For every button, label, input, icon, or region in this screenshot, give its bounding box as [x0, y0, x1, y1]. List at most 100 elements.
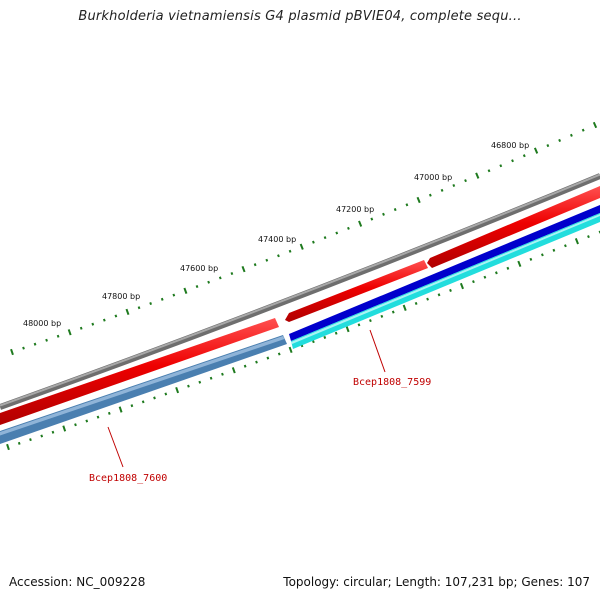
minor-tick	[581, 128, 585, 132]
minor-tick	[164, 392, 168, 396]
major-tick	[67, 329, 72, 336]
minor-tick	[335, 231, 339, 235]
minor-tick	[323, 236, 327, 240]
major-tick	[475, 172, 480, 179]
major-tick	[175, 386, 180, 394]
minor-tick	[277, 352, 281, 356]
minor-tick	[265, 258, 269, 262]
minor-tick	[198, 380, 202, 384]
minor-tick	[141, 400, 145, 404]
ruler-labels: 46800 bp 47000 bp 47200 bp 47400 bp 4760…	[23, 141, 529, 328]
minor-tick	[382, 212, 385, 216]
minor-tick	[45, 338, 48, 342]
major-tick	[299, 243, 304, 250]
cds-blue-block	[289, 205, 600, 341]
minor-tick	[495, 271, 498, 275]
minor-tick	[137, 306, 141, 310]
minor-tick	[85, 419, 89, 423]
minor-tick	[209, 376, 213, 380]
ruler-ticks	[10, 121, 598, 356]
minor-tick	[51, 430, 55, 434]
minor-tick	[91, 322, 95, 326]
minor-tick	[266, 356, 270, 360]
ruler-label-48000: 48000 bp	[23, 319, 61, 328]
major-tick	[416, 196, 421, 204]
minor-tick	[499, 164, 503, 168]
minor-tick	[312, 240, 315, 244]
minor-tick	[564, 244, 567, 248]
ruler-label-47600: 47600 bp	[180, 264, 218, 273]
forward-cds-track	[0, 186, 600, 425]
minor-tick	[380, 314, 384, 318]
minor-tick	[452, 183, 456, 188]
minor-tick	[437, 293, 441, 297]
minor-tick	[153, 396, 156, 400]
minor-tick	[506, 266, 510, 270]
major-tick	[402, 304, 407, 311]
minor-tick	[569, 133, 573, 137]
reverse-cds-track	[0, 205, 600, 444]
major-tick	[459, 282, 464, 290]
minor-tick	[207, 280, 211, 284]
minor-tick	[370, 217, 374, 221]
minor-tick	[334, 331, 338, 335]
leader-line-7600	[107, 426, 124, 468]
minor-tick	[391, 310, 395, 314]
minor-tick	[428, 193, 432, 197]
minor-tick	[414, 301, 418, 306]
minor-tick	[243, 364, 247, 368]
accession-text: Accession: NC_009228	[9, 575, 146, 589]
minor-tick	[426, 297, 429, 301]
minor-tick	[587, 235, 590, 239]
backbone-highlight	[0, 173, 600, 407]
major-tick	[533, 147, 539, 154]
minor-tick	[22, 346, 25, 350]
sequence-summary: Topology: circular; Length: 107,231 bp; …	[283, 575, 590, 589]
minor-tick	[312, 340, 315, 344]
major-tick	[118, 406, 123, 413]
minor-tick	[114, 314, 118, 318]
ruler-label-46800: 46800 bp	[491, 141, 529, 150]
cds-arrow-right	[427, 186, 600, 268]
minor-tick	[357, 323, 361, 327]
minor-tick	[149, 302, 153, 306]
minor-tick	[522, 154, 526, 158]
major-tick	[288, 346, 293, 354]
major-tick	[183, 287, 188, 294]
ruler-label-47200: 47200 bp	[336, 205, 374, 214]
minor-tick	[323, 335, 327, 339]
minor-tick	[56, 334, 60, 338]
map-title: Burkholderia vietnamiensis G4 plasmid pB…	[78, 9, 522, 24]
minor-tick	[33, 342, 37, 346]
major-tick	[62, 425, 67, 432]
minor-tick	[40, 434, 44, 438]
major-tick	[592, 121, 598, 129]
minor-tick	[172, 293, 176, 297]
cds-arrow-left	[0, 318, 279, 425]
minor-tick	[187, 384, 190, 388]
minor-tick	[253, 263, 257, 267]
minor-tick	[96, 415, 100, 419]
major-tick	[231, 367, 236, 374]
minor-tick	[230, 271, 234, 276]
ruler-label-47000: 47000 bp	[414, 173, 452, 182]
minor-tick	[405, 203, 409, 207]
minor-tick	[130, 404, 134, 408]
major-tick	[574, 238, 579, 245]
minor-tick	[29, 438, 32, 442]
major-tick	[241, 265, 246, 273]
backbone-track	[0, 173, 600, 410]
major-tick	[6, 443, 10, 451]
minor-tick	[277, 254, 280, 258]
gene-label-bcep1808-7599[interactable]: Bcep1808_7599	[353, 377, 431, 388]
ruler-label-47800: 47800 bp	[102, 292, 140, 301]
minor-tick	[17, 441, 21, 445]
minor-tick	[218, 276, 222, 280]
major-tick	[517, 260, 522, 268]
gene-label-bcep1808-7600[interactable]: Bcep1808_7600	[89, 473, 167, 484]
minor-tick	[546, 144, 550, 148]
minor-tick	[440, 188, 444, 192]
cds-steel-highlight	[0, 336, 285, 436]
cds-cyan-highlight	[291, 214, 600, 344]
